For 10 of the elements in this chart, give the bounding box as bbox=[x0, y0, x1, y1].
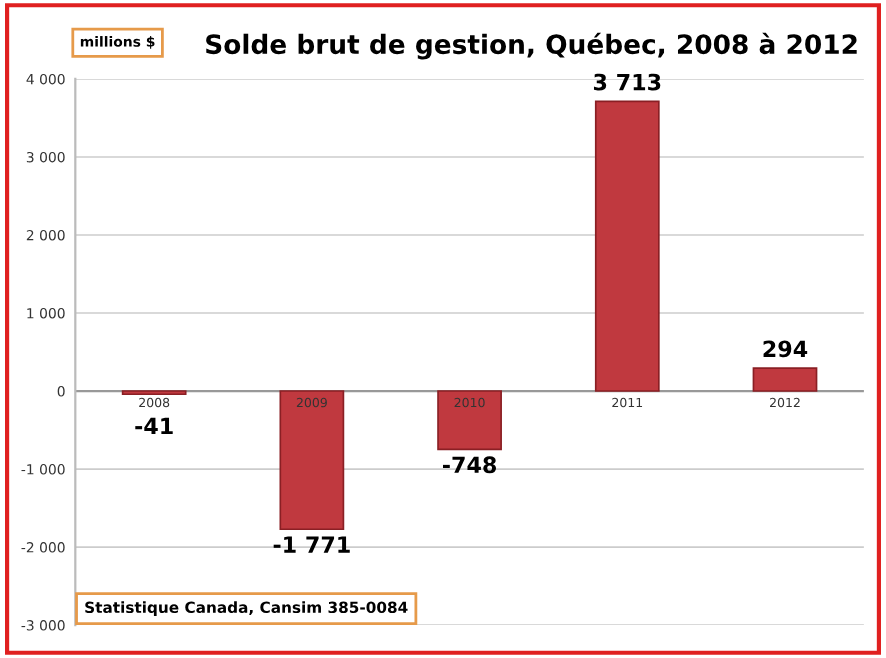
data-label: 3 713 bbox=[593, 73, 661, 91]
bar bbox=[437, 390, 502, 451]
chart-title: Solde brut de gestion, Québec, 2008 à 2012 bbox=[206, 32, 857, 60]
data-label: -748 bbox=[442, 456, 497, 474]
data-label: 294 bbox=[763, 340, 808, 358]
bar bbox=[752, 367, 818, 392]
bar bbox=[594, 100, 660, 392]
data-label: -1 771 bbox=[273, 536, 350, 553]
bar bbox=[279, 390, 345, 531]
data-label: -41 bbox=[135, 417, 173, 435]
